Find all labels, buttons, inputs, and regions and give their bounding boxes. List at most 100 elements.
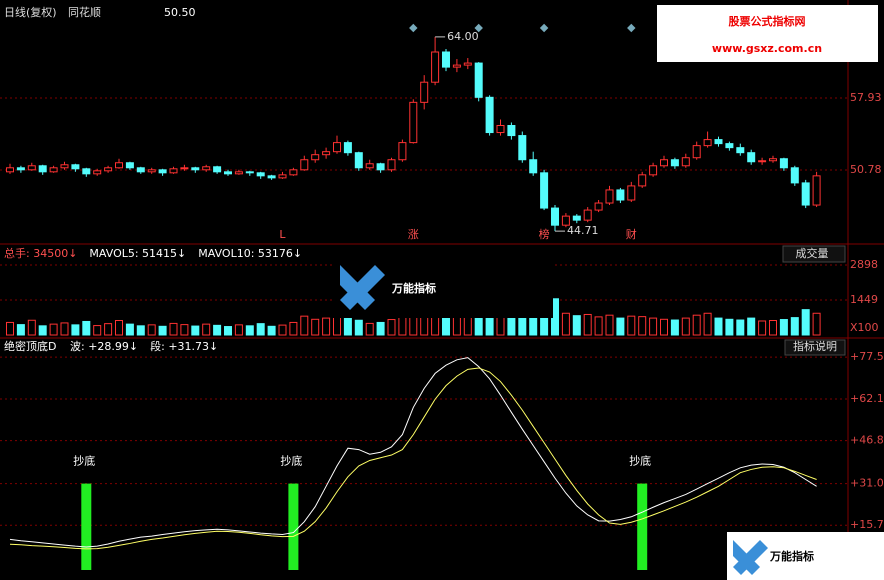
panel-button-label[interactable]: 成交量	[796, 246, 829, 260]
candle-body	[649, 165, 658, 176]
candle-body	[322, 151, 331, 156]
signal-label: 抄底	[280, 454, 302, 468]
candle-body	[158, 169, 167, 174]
candle-body	[529, 159, 538, 174]
volume-bar	[234, 324, 243, 336]
candle-body	[583, 209, 592, 221]
candle-body	[551, 207, 559, 226]
candle-body	[660, 159, 668, 167]
legend-item: 总手: 34500↓	[4, 246, 77, 260]
last-price: 50.50	[164, 6, 196, 19]
volume-bar	[267, 325, 276, 336]
candle-body	[409, 101, 418, 144]
volume-bar	[812, 312, 821, 336]
volume-bar	[572, 315, 581, 336]
volume-bar	[191, 325, 200, 336]
candle-body	[507, 125, 516, 137]
volume-bar	[725, 318, 734, 336]
volume-bar	[202, 323, 211, 336]
candle-body	[616, 189, 625, 201]
candle-body	[452, 64, 461, 68]
y-tick-label: 2898	[850, 258, 878, 271]
annotation-label: 64.00	[447, 30, 479, 43]
indicator-title: 绝密顶底D	[4, 339, 56, 353]
candle-body	[311, 154, 320, 161]
volume-bar	[387, 319, 396, 336]
y-tick-label: 50.78	[850, 163, 882, 176]
volume-bar	[82, 320, 91, 336]
y-tick-label: +62.1	[850, 392, 884, 405]
y-tick-label: +46.8	[850, 434, 884, 447]
volume-bar	[790, 317, 799, 336]
watermark-logo	[733, 540, 768, 575]
volume-bar	[104, 323, 113, 336]
candle-body	[812, 175, 821, 206]
candle-body	[16, 167, 25, 171]
candle-body	[49, 167, 58, 173]
event-diamond	[474, 23, 483, 33]
candle-body	[38, 165, 47, 173]
volume-bar	[256, 323, 265, 336]
y-tick-label: +31.0	[850, 477, 884, 490]
panel-button[interactable]	[782, 245, 846, 263]
volume-bar	[278, 324, 287, 336]
volume-bar	[136, 325, 145, 336]
candle-body	[224, 171, 232, 175]
candle-body	[540, 172, 549, 209]
volume-bar	[213, 324, 222, 336]
watermark-brand: 万能指标	[769, 549, 814, 563]
candle-body	[289, 169, 298, 176]
volume-bar	[245, 325, 254, 336]
volume-bar	[93, 325, 102, 336]
volume-bar	[627, 315, 636, 336]
volume-bar	[322, 317, 331, 336]
volume-bar	[638, 316, 647, 336]
volume-bar	[343, 317, 352, 336]
candle-body	[463, 62, 472, 66]
candle-body	[431, 51, 440, 83]
candle-body	[779, 158, 788, 169]
event-diamond	[409, 23, 418, 33]
candle-body	[627, 185, 636, 201]
candle-body	[387, 159, 396, 171]
volume-bar	[649, 317, 658, 336]
candle-body	[703, 139, 712, 147]
volume-bar	[681, 317, 690, 336]
candle-body	[485, 96, 494, 134]
unit-label: X100	[850, 321, 879, 334]
candle-body	[234, 171, 243, 175]
panel-button[interactable]	[784, 339, 846, 356]
candle-body	[758, 160, 767, 163]
candle-body	[245, 171, 254, 174]
source: 同花顺	[68, 6, 101, 19]
watermark-url: www.gsxz.com.cn	[712, 42, 822, 55]
panel-button-label[interactable]: 指标说明	[793, 339, 837, 353]
candle-body	[333, 142, 341, 153]
volume-bar	[289, 321, 298, 336]
signal-bar	[637, 483, 648, 570]
signal-bar	[288, 483, 299, 570]
volume-bar	[801, 309, 810, 336]
volume-bar	[660, 318, 668, 336]
candle-body	[572, 215, 581, 221]
candle-body	[681, 157, 690, 167]
y-tick-label: 57.93	[850, 91, 882, 104]
candle-body	[180, 167, 189, 170]
volume-bar	[605, 314, 614, 336]
volume-bar	[561, 312, 570, 336]
indicator-line	[9, 367, 817, 550]
event-marker: L	[279, 228, 286, 241]
candle-body	[343, 142, 352, 154]
candle-body	[300, 159, 309, 171]
candle-body	[354, 152, 363, 169]
y-tick-label: 1449	[850, 293, 878, 306]
signal-bar	[81, 483, 92, 570]
candle-body	[60, 164, 69, 169]
candle-body	[474, 62, 483, 98]
candle-body	[496, 125, 505, 134]
signal-label: 抄底	[73, 454, 95, 468]
candle-body	[213, 166, 222, 173]
volume-bar	[365, 322, 374, 336]
